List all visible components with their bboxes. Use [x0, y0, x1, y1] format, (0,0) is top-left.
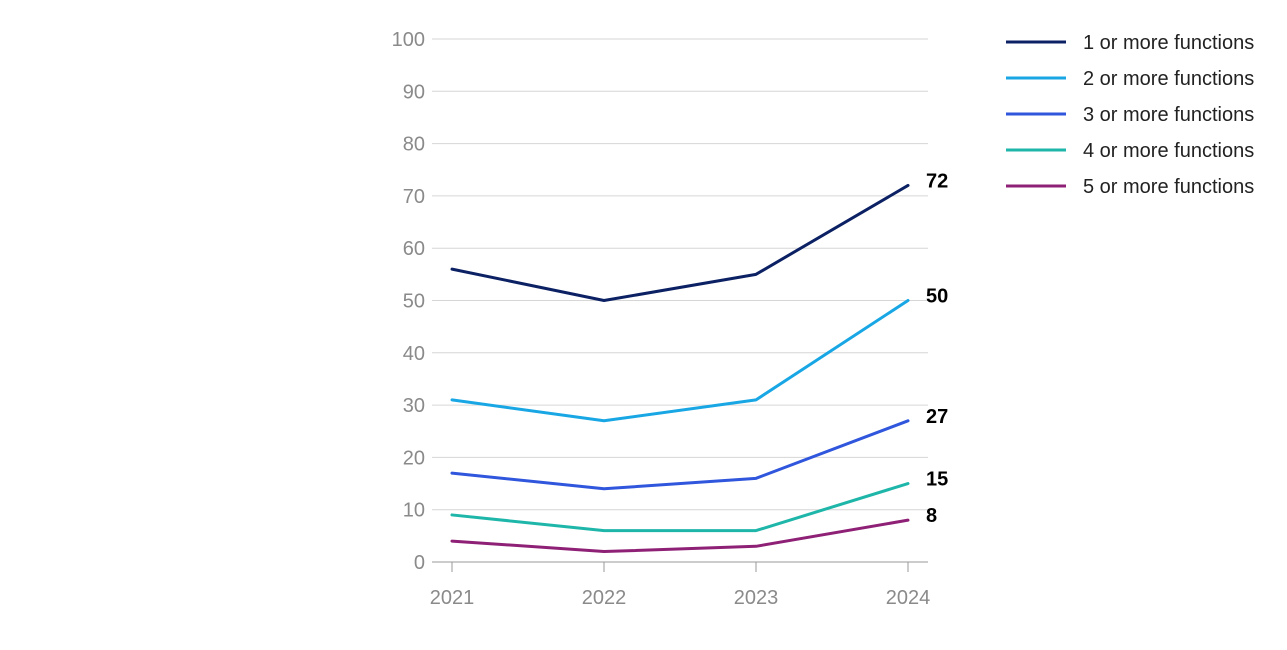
end-labels: 72 50 27 15 8: [926, 170, 948, 527]
y-tick-label: 0: [414, 552, 425, 574]
series-line-5: [450, 518, 910, 554]
legend-label: 5 or more functions: [1083, 176, 1254, 198]
y-tick-label: 10: [403, 500, 425, 522]
end-value-label: 15: [926, 469, 948, 491]
y-tick-label: 20: [403, 447, 425, 469]
y-tick-label: 100: [392, 29, 425, 51]
gridlines: [432, 38, 928, 563]
x-tick-label: 2022: [582, 587, 627, 609]
end-value-label: 8: [926, 505, 937, 527]
y-tick-label: 60: [403, 238, 425, 260]
y-tick-label: 50: [403, 291, 425, 313]
end-value-label: 50: [926, 286, 948, 308]
legend-label: 4 or more functions: [1083, 140, 1254, 162]
legend-label: 3 or more functions: [1083, 104, 1254, 126]
x-tick-label: 2023: [734, 587, 779, 609]
series-line-2: [450, 299, 910, 423]
axes: 0 10 20 30 40 50 60 70 80 90 100 2021 2022 2023 2024: [392, 29, 931, 609]
series-line-1: [450, 183, 910, 302]
series-lines: [450, 183, 910, 554]
legend-label: 2 or more functions: [1083, 68, 1254, 90]
y-tick-label: 70: [403, 186, 425, 208]
end-value-label: 27: [926, 406, 948, 428]
y-tick-label: 90: [403, 81, 425, 103]
x-tick-label: 2024: [886, 587, 931, 609]
series-line-3: [450, 419, 910, 491]
series-line-4: [450, 482, 910, 533]
x-tick-label: 2021: [430, 587, 475, 609]
legend: 1 or more functions 2 or more functions 3 …: [1006, 32, 1254, 198]
legend-label: 1 or more functions: [1083, 32, 1254, 54]
y-tick-label: 30: [403, 395, 425, 417]
end-value-label: 72: [926, 170, 948, 192]
y-tick-label: 80: [403, 134, 425, 156]
y-tick-label: 40: [403, 343, 425, 365]
